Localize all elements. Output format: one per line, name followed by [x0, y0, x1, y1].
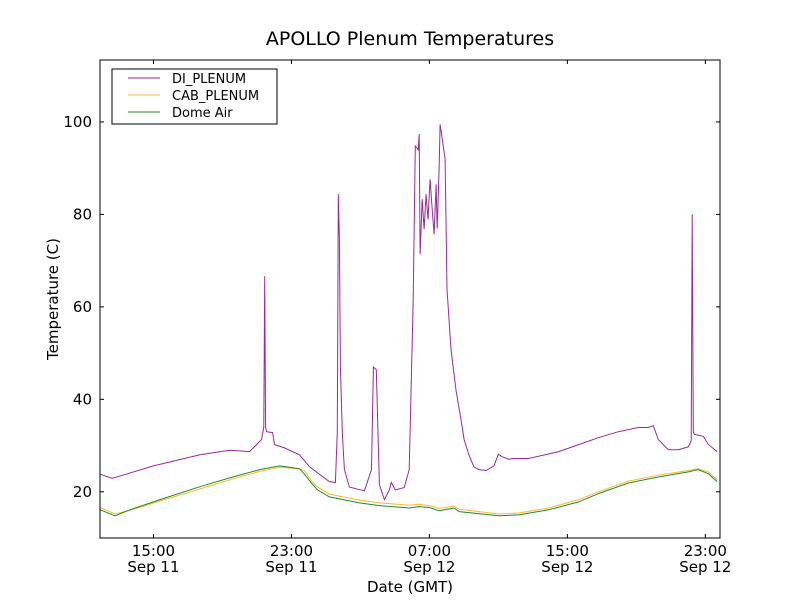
series-line-cab-plenum: [99, 466, 718, 515]
y-tick-label: 100: [63, 113, 92, 131]
legend-label: CAB_PLENUM: [172, 89, 259, 104]
plot-frame: [99, 59, 721, 539]
y-axis-label: Temperature (C): [44, 238, 62, 361]
x-tick-label-time: 23:00: [684, 542, 727, 560]
x-axis-label: Date (GMT): [367, 578, 453, 596]
x-tick-label-date: Sep 12: [679, 558, 731, 576]
y-tick-label: 80: [73, 205, 92, 223]
y-tick-label: 60: [73, 298, 92, 316]
series-layer: [99, 124, 718, 517]
legend-label: Dome Air: [172, 106, 233, 121]
series-line-di-plenum: [100, 124, 718, 501]
x-tick-label-time: 15:00: [132, 542, 175, 560]
y-tick-label: 40: [73, 390, 92, 408]
x-tick-label-date: Sep 12: [541, 558, 593, 576]
y-tick-label: 20: [73, 483, 92, 501]
x-tick-label-time: 15:00: [546, 542, 589, 560]
x-tick-label-time: 07:00: [408, 542, 451, 560]
x-tick-label-date: Sep 11: [127, 558, 179, 576]
legend-label: DI_PLENUM: [172, 72, 246, 87]
x-tick-label-date: Sep 11: [265, 558, 317, 576]
chart-title: APOLLO Plenum Temperatures: [266, 28, 554, 50]
x-tick-label-date: Sep 12: [403, 558, 455, 576]
x-tick-label-time: 23:00: [270, 542, 313, 560]
legend: DI_PLENUM CAB_PLENUM Dome Air: [111, 68, 278, 125]
series-line-dome-air: [100, 465, 718, 517]
